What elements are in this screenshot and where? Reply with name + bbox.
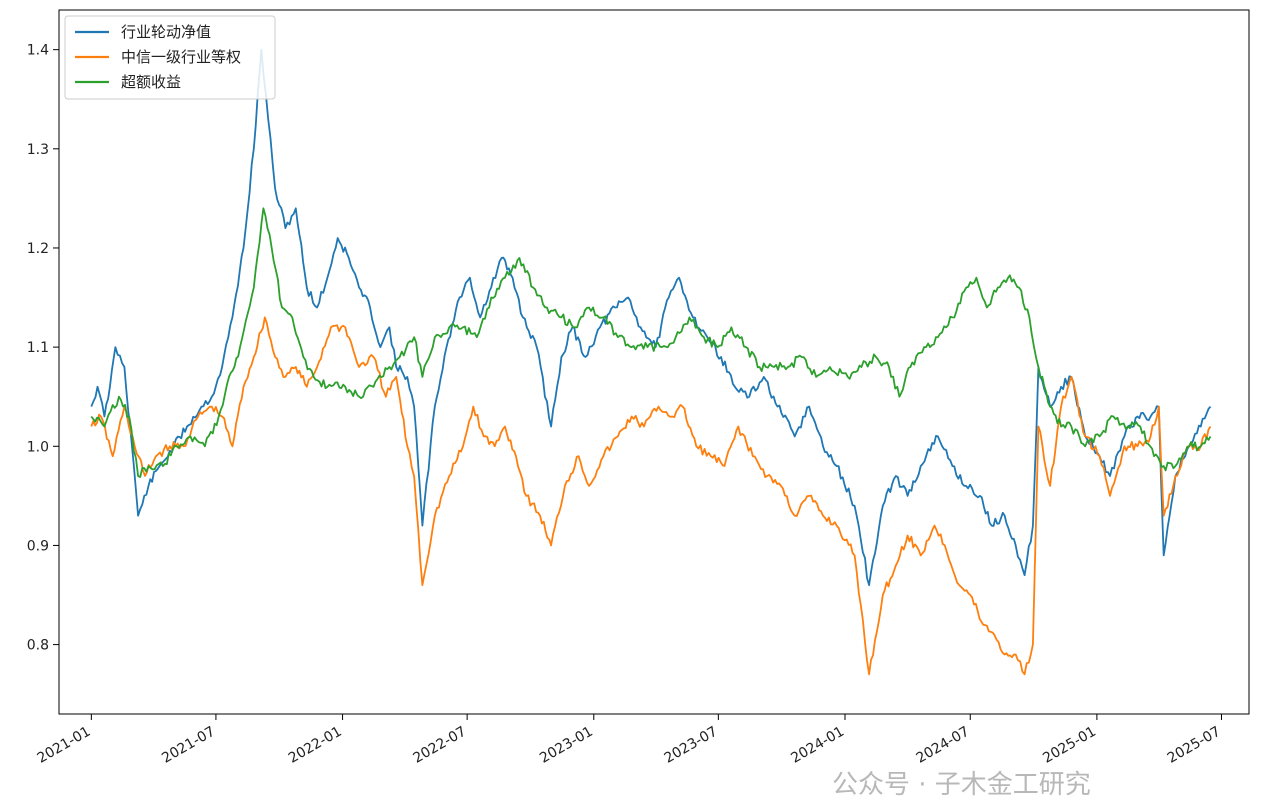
x-tick-label: 2023-01 xyxy=(537,724,596,767)
series-line-1 xyxy=(90,48,1212,586)
x-tick-label: 2022-01 xyxy=(286,724,345,767)
series-line-2 xyxy=(90,316,1212,676)
x-tick-label: 2021-07 xyxy=(159,724,218,767)
series-line-3 xyxy=(90,207,1212,478)
x-tick-label: 2025-01 xyxy=(1040,724,1099,767)
y-tick-label: 0.9 xyxy=(27,538,49,554)
legend-label: 中信一级行业等权 xyxy=(121,48,241,66)
y-tick-label: 1.4 xyxy=(27,43,49,59)
y-tick-label: 1.3 xyxy=(27,142,49,158)
x-tick-label: 2024-01 xyxy=(788,724,847,767)
x-tick-label: 2023-07 xyxy=(662,724,721,767)
y-tick-label: 1.2 xyxy=(27,241,49,257)
x-tick-label: 2024-07 xyxy=(914,724,973,767)
legend-label: 行业轮动净值 xyxy=(121,23,211,41)
legend-label: 超额收益 xyxy=(121,73,181,91)
x-tick-label: 2025-07 xyxy=(1165,724,1224,767)
plot-frame xyxy=(58,9,1250,715)
x-tick-label: 2022-07 xyxy=(410,724,469,767)
y-tick-label: 0.8 xyxy=(27,638,49,654)
watermark: 公众号 · 子木金工研究 xyxy=(832,770,1091,800)
y-tick-label: 1.0 xyxy=(27,439,49,455)
x-tick-label: 2021-01 xyxy=(35,724,94,767)
y-tick-label: 1.1 xyxy=(27,340,49,356)
legend-box xyxy=(64,15,276,100)
series-layer xyxy=(90,48,1212,676)
axes-layer: 0.8 0.9 1.0 1.1 1.2 1.3 1.4 2021-01 2021-07 2022-… xyxy=(27,43,1224,767)
